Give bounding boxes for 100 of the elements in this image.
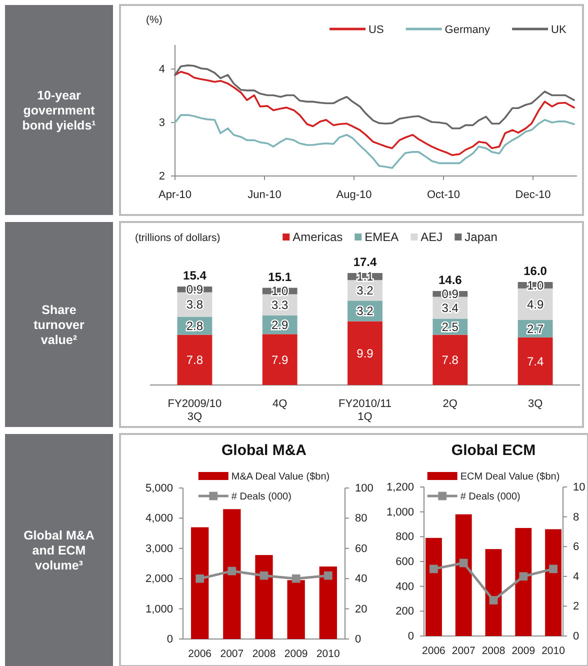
legend-label: UK <box>551 24 567 36</box>
total-label: 16.0 <box>524 264 548 278</box>
y2-tick-label: 4 <box>573 570 580 583</box>
y2-tick-label: 0 <box>355 634 362 646</box>
y-tick-label: 1,000 <box>386 506 414 518</box>
y2-tick-label: 8 <box>573 511 580 524</box>
x-tick-label: 2Q <box>442 398 458 410</box>
x-tick-label: FY2010/11 1Q <box>338 398 392 423</box>
text: 10-year government bond yields¹ <box>22 88 96 132</box>
y2-tick-label: 100 <box>355 482 374 495</box>
text: Share turnover value² <box>34 302 84 347</box>
total-label: 14.6 <box>438 273 462 288</box>
point <box>292 574 300 583</box>
data-label: 3.2 <box>356 284 374 298</box>
line-series <box>174 114 575 169</box>
y-axis-title: (%) <box>146 14 162 26</box>
bar <box>223 509 241 639</box>
y-tick-label: 4,000 <box>145 512 173 525</box>
y-tick-label: 3 <box>158 117 165 130</box>
legend-label: Germany <box>444 24 491 36</box>
x-tick-label: 2006 <box>422 645 446 657</box>
y-tick-label: 3,000 <box>145 542 173 555</box>
y-tick-label: 600 <box>396 556 414 568</box>
data-label: 3.4 <box>442 300 459 315</box>
x-tick-label: 2009 <box>512 645 536 657</box>
total-label: 15.4 <box>183 268 207 283</box>
bar <box>287 580 305 639</box>
data-label: 4.9 <box>526 297 544 312</box>
y-tick-label: 0 <box>166 634 173 646</box>
data-label: 7.8 <box>186 353 204 368</box>
y2-tick-label: 80 <box>355 512 368 525</box>
data-label: 2.9 <box>272 318 289 332</box>
total-label: 15.1 <box>268 270 292 284</box>
text: Global M&A and ECM volume³ <box>24 528 94 572</box>
x-tick-label: 4Q <box>272 398 288 410</box>
line-series <box>174 64 575 130</box>
y-tick-label: 4 <box>158 64 165 76</box>
legend-label: Japan <box>464 230 498 244</box>
point <box>549 564 558 574</box>
total-label: 17.4 <box>353 255 377 269</box>
point <box>489 596 498 604</box>
y2-tick-label: 20 <box>355 603 368 616</box>
x-tick-label: Oct-10 <box>426 188 460 201</box>
bar <box>545 529 562 636</box>
bar <box>262 334 298 385</box>
y-tick-label: 2,000 <box>145 573 173 586</box>
x-tick-label: 2008 <box>482 645 506 657</box>
x-tick-label: FY2009/10 3Q <box>168 398 222 423</box>
x-tick-label: 2007 <box>220 648 244 660</box>
bar <box>425 538 442 636</box>
point <box>519 572 528 581</box>
bar <box>518 337 553 385</box>
legend-label: EMEA <box>364 230 399 244</box>
data-label: 3.2 <box>356 304 374 318</box>
legend-label: # Deals (000) <box>231 492 292 502</box>
x-tick-label: 3Q <box>528 398 544 410</box>
data-label: 2.5 <box>442 320 459 334</box>
data-label: 7.4 <box>526 354 544 368</box>
point <box>459 558 468 568</box>
point <box>430 564 438 574</box>
y2-tick-label: 60 <box>355 542 368 555</box>
x-tick-label: 2010 <box>316 648 340 660</box>
legend-label: M&A Deal Value ($bn) <box>231 472 330 482</box>
x-tick-label: Aug-10 <box>336 188 372 201</box>
y-tick-label: 800 <box>396 531 414 544</box>
legend-label: ECM Deal Value ($bn) <box>460 472 560 482</box>
y2-tick-label: 6 <box>573 541 580 554</box>
y2-tick-label: 40 <box>355 573 368 586</box>
bar <box>177 334 212 385</box>
y-tick-label: 400 <box>396 580 414 593</box>
x-tick-label: 2006 <box>188 648 212 660</box>
y-tick-label: 2 <box>158 170 165 183</box>
data-label: 3.3 <box>272 298 289 312</box>
x-tick-label: 2007 <box>452 645 476 657</box>
point <box>228 566 236 576</box>
bar <box>455 514 472 636</box>
x-tick-label: 2010 <box>542 645 566 657</box>
y-tick-label: 200 <box>396 606 414 618</box>
y2-tick-label: 0 <box>573 630 580 643</box>
y-tick-label: 0 <box>408 630 414 643</box>
y2-tick-label: 2 <box>573 600 580 613</box>
x-tick-label: 2008 <box>252 648 276 660</box>
bar <box>485 549 502 636</box>
chart-title: Global M&A <box>222 442 307 459</box>
point <box>324 571 332 580</box>
y-tick-label: 1,000 <box>145 603 173 616</box>
data-label: 2.8 <box>186 318 204 333</box>
point <box>196 574 204 583</box>
y-axis-title: (trillions of dollars) <box>135 232 220 244</box>
data-label: 9.9 <box>356 346 374 360</box>
data-label: 7.9 <box>272 352 289 367</box>
x-tick-label: Apr-10 <box>158 188 192 201</box>
data-label: 3.8 <box>186 298 204 312</box>
legend-label: # Deals (000) <box>460 492 520 502</box>
data-label: 7.8 <box>442 353 459 368</box>
bar <box>191 527 209 639</box>
line-series <box>174 70 575 156</box>
bar <box>432 334 468 385</box>
x-tick-label: 2009 <box>284 648 308 660</box>
data-label: 1.1 <box>356 270 374 284</box>
